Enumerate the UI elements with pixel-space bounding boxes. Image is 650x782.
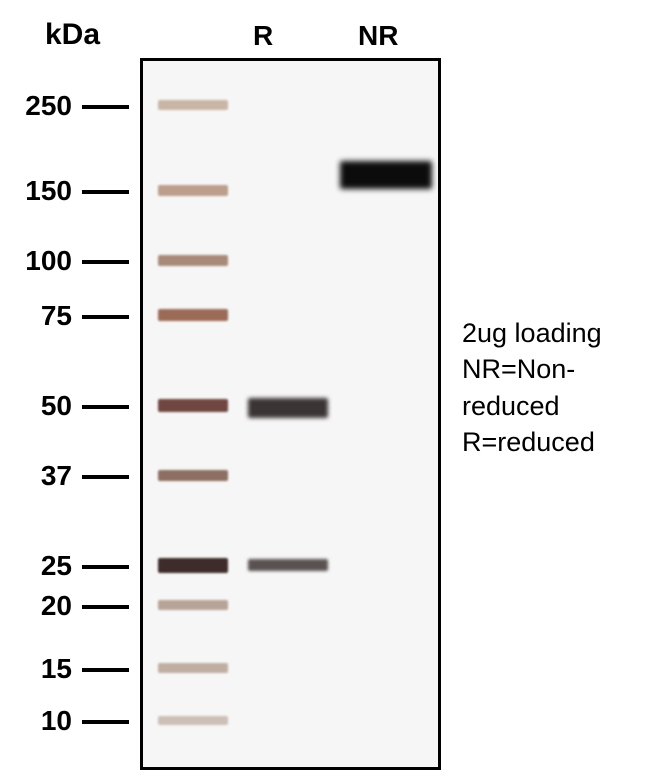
marker-label: 75 (22, 300, 72, 332)
gel-figure: kDa R NR 250 150 100 75 50 37 25 20 15 10 2ug loa… (0, 0, 650, 782)
legend-line: R=reduced (462, 424, 602, 460)
marker-label: 250 (22, 90, 72, 122)
marker-label: 150 (22, 175, 72, 207)
lane-header-r: R (253, 20, 273, 52)
marker-tick (82, 605, 129, 609)
ladder-band (158, 255, 228, 266)
marker-label: 10 (22, 705, 72, 737)
marker-label: 50 (22, 390, 72, 422)
marker-tick (82, 720, 129, 724)
marker-tick (82, 668, 129, 672)
nr-band (340, 161, 432, 189)
ladder-band (158, 309, 228, 321)
ladder-band (158, 185, 228, 196)
ladder-band (158, 663, 228, 673)
marker-tick (82, 405, 129, 409)
ladder-band (158, 100, 228, 110)
ladder-band (158, 558, 228, 573)
marker-label: 15 (22, 653, 72, 685)
lane-header-nr: NR (358, 20, 398, 52)
legend-line: 2ug loading (462, 315, 602, 351)
ladder-band (158, 470, 228, 481)
marker-label: 37 (22, 460, 72, 492)
marker-label: 100 (22, 245, 72, 277)
ladder-band (158, 600, 228, 610)
ladder-band (158, 716, 228, 725)
marker-tick (82, 260, 129, 264)
marker-tick (82, 190, 129, 194)
legend-line: NR=Non- (462, 351, 602, 387)
marker-label: 20 (22, 590, 72, 622)
marker-tick (82, 475, 129, 479)
marker-label: 25 (22, 550, 72, 582)
marker-tick (82, 105, 129, 109)
legend-line: reduced (462, 388, 602, 424)
kda-unit-label: kDa (45, 18, 100, 52)
r-band (248, 559, 328, 571)
ladder-band (158, 399, 228, 412)
marker-tick (82, 315, 129, 319)
r-band (248, 398, 328, 418)
legend-text: 2ug loadingNR=Non-reducedR=reduced (462, 315, 602, 461)
marker-tick (82, 565, 129, 569)
